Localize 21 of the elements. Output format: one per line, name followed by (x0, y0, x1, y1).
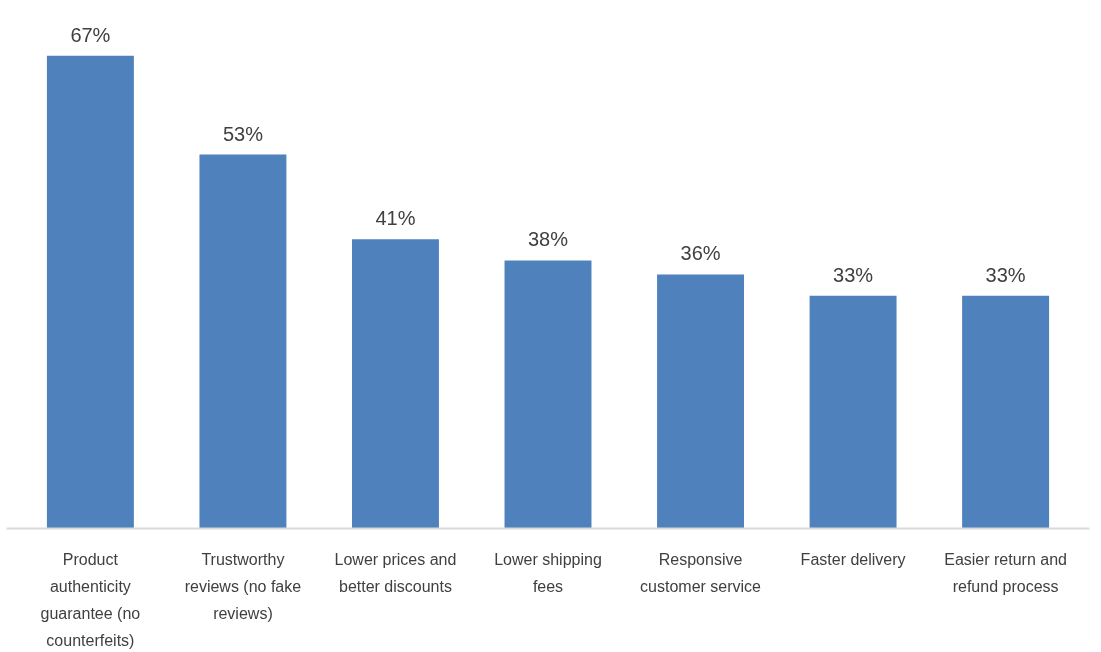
bar (657, 274, 745, 529)
bar (809, 295, 897, 529)
bar (46, 55, 134, 529)
bar (351, 239, 439, 529)
bar (199, 154, 287, 529)
data-label: 41% (375, 207, 416, 230)
x-tick-label: Trustworthy reviews (no fake reviews) (184, 550, 302, 622)
data-label: 53% (222, 122, 264, 145)
bar (504, 260, 592, 529)
x-tick-label: Product authenticity guarantee (no counterfeits) (40, 550, 141, 650)
x-tick-label: Easier return and refund process (944, 550, 1067, 595)
data-label: 33% (833, 263, 874, 286)
data-label: 33% (985, 263, 1026, 286)
data-label: 36% (680, 242, 721, 265)
data-label: 38% (527, 228, 569, 251)
data-label: 67% (70, 23, 111, 46)
x-tick-label: Lower shipping fees (494, 550, 602, 595)
x-tick-label: Lower prices and better discounts (334, 550, 457, 595)
x-tick-label: Faster delivery (800, 550, 906, 568)
x-tick-label: Responsive customer service (640, 550, 762, 595)
bar (962, 295, 1050, 529)
